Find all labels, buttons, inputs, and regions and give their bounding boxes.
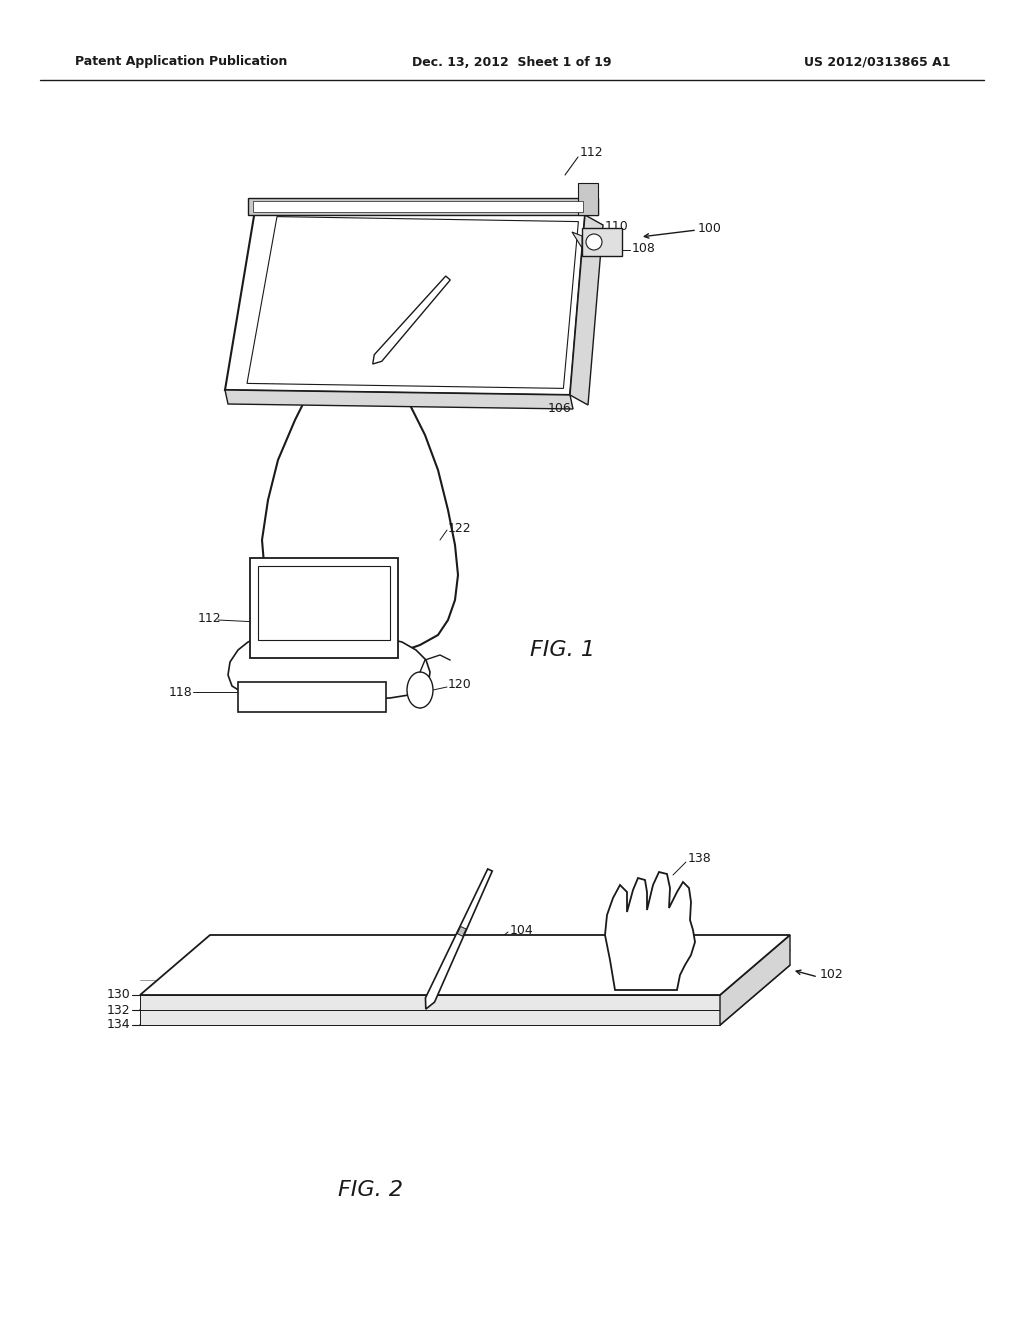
Polygon shape (228, 638, 430, 700)
Text: US 2012/0313865 A1: US 2012/0313865 A1 (804, 55, 950, 69)
Polygon shape (720, 935, 790, 1026)
Text: FIG. 1: FIG. 1 (530, 640, 595, 660)
Text: 100: 100 (698, 222, 722, 235)
Text: 138: 138 (688, 851, 712, 865)
Ellipse shape (407, 672, 433, 708)
Text: 104: 104 (455, 298, 479, 312)
Polygon shape (225, 389, 573, 409)
Polygon shape (605, 873, 695, 990)
Text: 104: 104 (510, 924, 534, 936)
Circle shape (586, 234, 602, 249)
Polygon shape (578, 183, 598, 215)
Text: 102: 102 (262, 374, 286, 387)
Text: 114: 114 (348, 622, 372, 635)
Polygon shape (253, 201, 583, 213)
Polygon shape (225, 210, 585, 395)
Text: 106: 106 (548, 401, 571, 414)
Text: 122: 122 (449, 521, 472, 535)
Text: 134: 134 (106, 1019, 130, 1031)
Polygon shape (582, 228, 622, 256)
Text: 102: 102 (820, 969, 844, 982)
Polygon shape (247, 216, 579, 388)
Polygon shape (140, 950, 790, 1010)
Text: FIG. 2: FIG. 2 (338, 1180, 402, 1200)
Polygon shape (570, 215, 603, 405)
Text: Dec. 13, 2012  Sheet 1 of 19: Dec. 13, 2012 Sheet 1 of 19 (413, 55, 611, 69)
Polygon shape (262, 389, 458, 655)
Polygon shape (238, 682, 386, 711)
Polygon shape (140, 1010, 720, 1026)
Polygon shape (373, 276, 451, 364)
Text: 110: 110 (605, 219, 629, 232)
Polygon shape (458, 927, 466, 936)
Text: 130: 130 (106, 989, 130, 1002)
Polygon shape (425, 869, 493, 1008)
Text: 132: 132 (106, 1003, 130, 1016)
Polygon shape (258, 566, 390, 640)
Text: 112: 112 (198, 611, 221, 624)
Polygon shape (572, 232, 582, 248)
Polygon shape (140, 995, 720, 1010)
Polygon shape (248, 198, 598, 215)
Text: 112: 112 (580, 147, 603, 160)
Text: 118: 118 (168, 685, 193, 698)
Text: 116: 116 (312, 597, 336, 610)
Text: Patent Application Publication: Patent Application Publication (75, 55, 288, 69)
Text: 120: 120 (449, 678, 472, 692)
Text: 108: 108 (632, 242, 656, 255)
Polygon shape (250, 558, 398, 657)
Polygon shape (140, 965, 790, 1026)
Polygon shape (140, 935, 790, 995)
